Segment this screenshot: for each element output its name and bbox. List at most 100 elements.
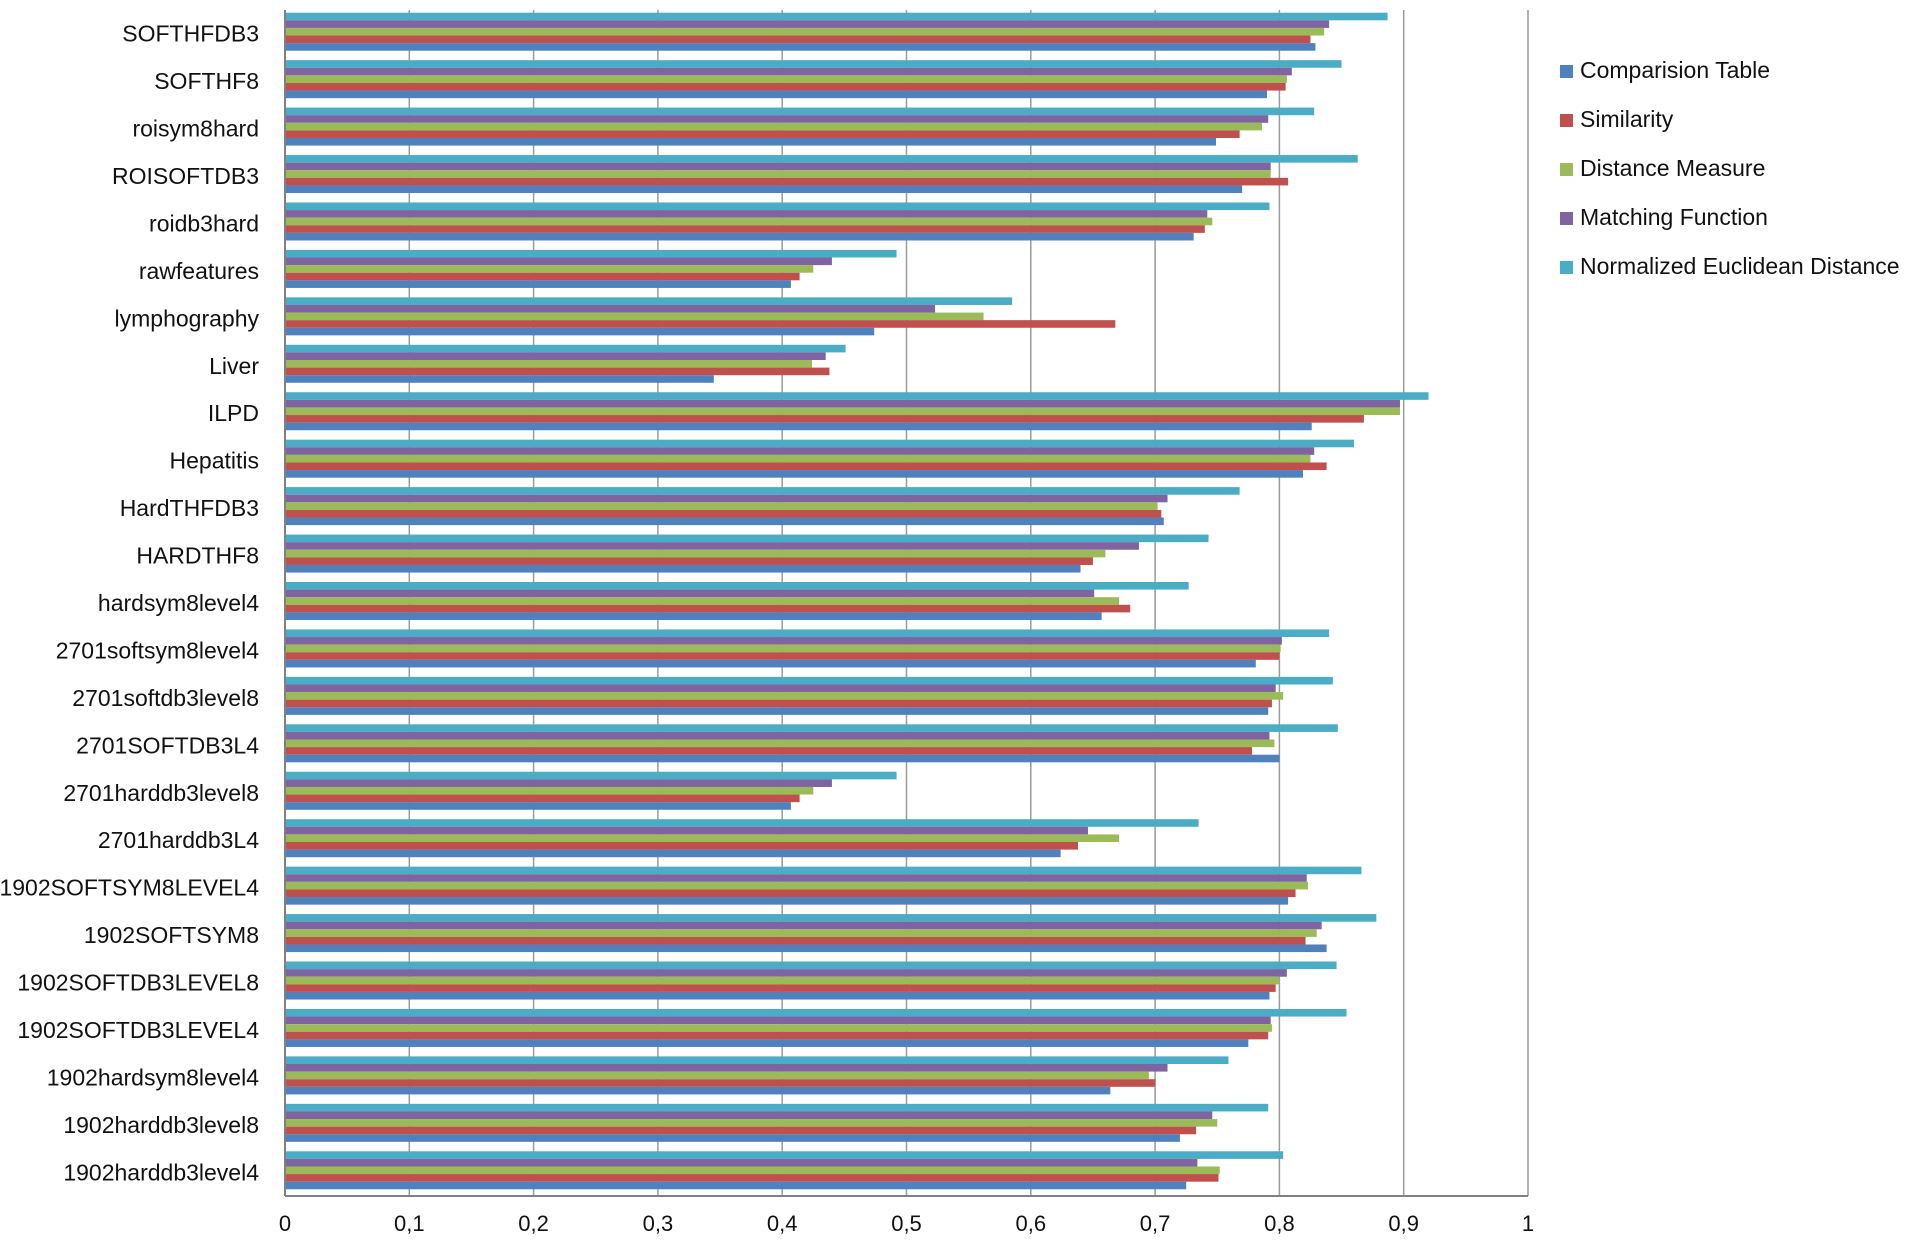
bar-1902softsym8level4-similarity: [285, 889, 1296, 898]
bar-group-1902softsym8level4: [285, 866, 1362, 905]
bar-liver-matching-function: [285, 352, 826, 360]
bar-1902hardsym8level4-normalized-euclidean-distance: [285, 1056, 1229, 1064]
bar-2701harddb3l4-comparision-table: [285, 849, 1061, 858]
bar-hardsym8level4-distance-measure: [285, 597, 1120, 605]
bar-2701softdb3l4-matching-function: [285, 731, 1270, 740]
bar-group-2701harddb3l4: [285, 819, 1199, 858]
bar-group-1902hardsym8level4: [285, 1056, 1229, 1095]
bar-1902harddb3level4-normalized-euclidean-distance: [285, 1151, 1284, 1159]
bar-group-hardthfdb3: [285, 487, 1240, 526]
bar-1902hardsym8level4-matching-function: [285, 1064, 1168, 1072]
category-label-rawfeatures: rawfeatures: [139, 258, 259, 284]
legend-swatch-matching-function: [1560, 212, 1573, 225]
bars: [285, 12, 1429, 1190]
category-label-1902softsym8: 1902SOFTSYM8: [84, 922, 259, 948]
bar-1902harddb3level8-normalized-euclidean-distance: [285, 1103, 1269, 1112]
bar-group-liver: [285, 344, 846, 383]
bar-1902softdb3level8-matching-function: [285, 969, 1287, 977]
bar-roisym8hard-comparision-table: [285, 138, 1217, 146]
bar-1902harddb3level4-distance-measure: [285, 1166, 1220, 1175]
bar-1902softdb3level4-normalized-euclidean-distance: [285, 1008, 1347, 1017]
bar-rawfeatures-comparision-table: [285, 280, 791, 288]
legend-item-similarity: Similarity: [1560, 106, 1674, 132]
category-label-1902softdb3level8: 1902SOFTDB3LEVEL8: [17, 970, 259, 996]
legend: Comparision Table Similarity Distance Meas…: [1560, 57, 1900, 279]
bar-1902softsym8-normalized-euclidean-distance: [285, 914, 1377, 922]
legend-item-comparision-table: Comparision Table: [1560, 57, 1770, 83]
legend-swatch-comparision-table: [1560, 65, 1573, 78]
bar-1902softsym8-distance-measure: [285, 929, 1317, 937]
bar-roisym8hard-normalized-euclidean-distance: [285, 107, 1315, 116]
category-label-1902softsym8level4: 1902SOFTSYM8LEVEL4: [0, 875, 259, 901]
bar-rawfeatures-normalized-euclidean-distance: [285, 249, 897, 258]
x-tick-0-5: 0,5: [891, 1211, 922, 1236]
category-label-1902harddb3level8: 1902harddb3level8: [63, 1112, 259, 1138]
bar-group-softhf8: [285, 60, 1342, 99]
bar-group-1902harddb3level4: [285, 1151, 1284, 1190]
bar-2701softdb3level8-normalized-euclidean-distance: [285, 676, 1333, 685]
category-label-lymphography: lymphography: [115, 305, 260, 331]
bar-1902hardsym8level4-distance-measure: [285, 1071, 1149, 1080]
bar-1902softdb3level4-distance-measure: [285, 1024, 1272, 1032]
bar-hepatitis-normalized-euclidean-distance: [285, 439, 1354, 448]
bar-roidb3hard-normalized-euclidean-distance: [285, 202, 1270, 211]
x-tick-0-6: 0,6: [1016, 1211, 1047, 1236]
bar-1902softsym8-similarity: [285, 936, 1306, 945]
bar-1902softsym8level4-matching-function: [285, 874, 1307, 882]
bar-roidb3hard-comparision-table: [285, 232, 1194, 241]
bar-1902harddb3level8-comparision-table: [285, 1134, 1180, 1142]
bar-hardsym8level4-normalized-euclidean-distance: [285, 582, 1189, 590]
bar-lymphography-similarity: [285, 320, 1116, 328]
bar-softhfdb3-distance-measure: [285, 27, 1325, 36]
bar-group-1902softdb3level4: [285, 1008, 1347, 1047]
bar-hepatitis-comparision-table: [285, 470, 1304, 478]
bar-2701harddb3l4-similarity: [285, 842, 1079, 850]
bar-2701softdb3l4-similarity: [285, 747, 1253, 755]
bar-1902softsym8level4-comparision-table: [285, 897, 1289, 905]
bar-rawfeatures-similarity: [285, 272, 800, 281]
legend-label-normalized-euclidean-distance: Normalized Euclidean Distance: [1580, 253, 1900, 279]
bar-2701softsym8level4-matching-function: [285, 637, 1282, 645]
bar-1902softsym8-comparision-table: [285, 944, 1327, 953]
bar-hardthfdb3-normalized-euclidean-distance: [285, 487, 1240, 495]
category-label-1902hardsym8level4: 1902hardsym8level4: [47, 1064, 259, 1090]
x-tick-0-9: 0,9: [1388, 1211, 1419, 1236]
bar-2701softdb3l4-comparision-table: [285, 754, 1280, 763]
bar-roisym8hard-distance-measure: [285, 122, 1262, 131]
bar-1902softsym8-matching-function: [285, 921, 1322, 930]
bar-2701softdb3level8-distance-measure: [285, 692, 1284, 700]
bar-roisoftdb3-similarity: [285, 177, 1289, 186]
bar-2701softsym8level4-similarity: [285, 652, 1280, 660]
bar-1902softdb3level8-similarity: [285, 984, 1276, 992]
category-label-1902harddb3level4: 1902harddb3level4: [63, 1159, 259, 1185]
bar-liver-comparision-table: [285, 375, 714, 383]
bar-liver-similarity: [285, 367, 830, 376]
bar-ilpd-comparision-table: [285, 422, 1312, 431]
bar-group-roisoftdb3: [285, 155, 1358, 194]
bar-1902harddb3level8-matching-function: [285, 1111, 1213, 1120]
legend-swatch-normalized-euclidean-distance: [1560, 261, 1573, 274]
x-tick-0: 0: [279, 1211, 291, 1236]
bar-2701harddb3level8-distance-measure: [285, 786, 814, 795]
bar-roidb3hard-distance-measure: [285, 217, 1213, 226]
bar-1902softdb3level8-comparision-table: [285, 991, 1270, 1000]
legend-item-matching-function: Matching Function: [1560, 204, 1768, 230]
category-label-2701harddb3level8: 2701harddb3level8: [63, 780, 259, 806]
bar-1902harddb3level8-distance-measure: [285, 1119, 1218, 1127]
category-label-softhf8: SOFTHF8: [154, 68, 259, 94]
bar-softhf8-similarity: [285, 82, 1286, 91]
bar-group-ilpd: [285, 392, 1429, 431]
bar-lymphography-matching-function: [285, 304, 936, 313]
bar-group-1902harddb3level8: [285, 1103, 1269, 1142]
bar-group-1902softsym8: [285, 914, 1377, 953]
bar-group-hepatitis: [285, 439, 1354, 478]
bar-hardthf8-comparision-table: [285, 564, 1081, 573]
bar-roisoftdb3-normalized-euclidean-distance: [285, 155, 1358, 163]
bar-1902softdb3level4-similarity: [285, 1031, 1269, 1040]
bar-1902softdb3level8-normalized-euclidean-distance: [285, 961, 1337, 970]
bar-2701harddb3level8-comparision-table: [285, 802, 791, 810]
bar-group-lymphography: [285, 297, 1116, 336]
category-label-2701softdb3l4: 2701SOFTDB3L4: [76, 732, 259, 758]
category-label-ilpd: ILPD: [208, 400, 259, 426]
